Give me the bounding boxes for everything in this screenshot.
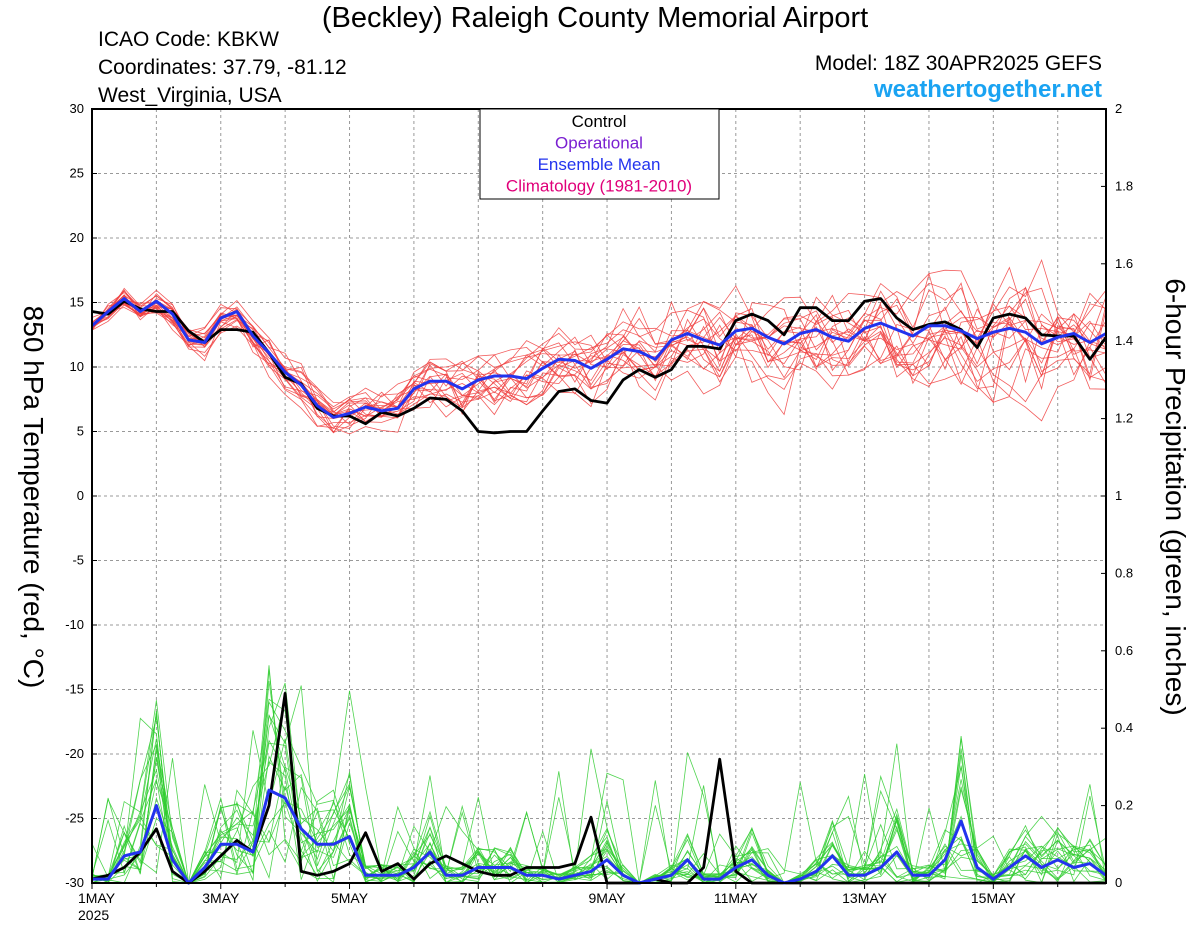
y-left-tick-label: 10 [70, 359, 84, 374]
y-right-tick-label: 1.8 [1115, 178, 1133, 193]
legend-operational: Operational [555, 134, 643, 153]
y-right-tick-label: 1.6 [1115, 256, 1133, 271]
y-left-tick-label: -20 [65, 746, 84, 761]
model-run: Model: 18Z 30APR2025 GEFS [814, 52, 1102, 75]
temp-member-line [91, 301, 1107, 427]
icao-code: ICAO Code: KBKW [98, 28, 279, 51]
y-left-tick-label: 25 [70, 166, 84, 181]
x-tick-label: 11MAY [714, 890, 758, 906]
temp-member-line [91, 272, 1107, 413]
x-tick-label: 5MAY [331, 890, 369, 906]
site-name[interactable]: weathertogether.net [873, 76, 1102, 103]
y-right-tick-label: 1 [1115, 488, 1122, 503]
precip-member-line [91, 774, 1107, 884]
coordinates: Coordinates: 37.79, -81.12 [98, 56, 347, 79]
y-left-tick-label: 30 [70, 101, 84, 116]
grid-lines [92, 109, 1106, 883]
temperature-members [91, 258, 1107, 435]
y-right-tick-label: 2 [1115, 101, 1122, 116]
y-left-tick-label: -15 [65, 682, 84, 697]
temp-member-line [91, 282, 1107, 430]
y-left-tick-label: -10 [65, 617, 84, 632]
legend: Control Operational Ensemble Mean Climatolo… [479, 108, 720, 200]
x-tick-label: 13MAY [842, 890, 888, 906]
y-left-tick-label: -5 [72, 553, 84, 568]
station-info: ICAO Code: KBKW Coordinates: 37.79, -81.… [98, 26, 347, 110]
y-right-tick-label: 0.8 [1115, 565, 1133, 580]
temp-member-line [91, 287, 1107, 417]
axes: 302520151050-5-10-15-20-25-3021.81.61.41… [65, 101, 1133, 923]
temp-mean-line [91, 297, 1107, 419]
y-left-tick-label: 20 [70, 230, 84, 245]
region: West_Virginia, USA [98, 84, 282, 107]
y-left-tick-label: 0 [77, 488, 84, 503]
y-left-tick-label: -25 [65, 811, 84, 826]
y-right-tick-label: 0.6 [1115, 643, 1133, 658]
x-tick-label: 15MAY [971, 890, 1017, 906]
y-right-tick-label: 1.4 [1115, 333, 1133, 348]
y-left-tick-label: 15 [70, 295, 84, 310]
legend-climatology: Climatology (1981-2010) [506, 177, 692, 196]
y-left-tick-label: -30 [65, 875, 84, 890]
y-right-tick-label: 1.2 [1115, 411, 1133, 426]
x-tick-label: 9MAY [589, 890, 627, 906]
y-right-tick-label: 0 [1115, 875, 1122, 890]
precip-mean-line [92, 788, 1107, 885]
x-year-label: 2025 [78, 907, 109, 923]
y-right-tick-label: 0.2 [1115, 798, 1133, 813]
x-tick-label: 3MAY [202, 890, 240, 906]
legend-ensemble-mean: Ensemble Mean [538, 155, 661, 174]
temp-member-line [91, 295, 1107, 423]
x-tick-label: 1MAY [78, 890, 116, 906]
precip-member-line [91, 786, 1107, 884]
legend-box [479, 108, 720, 200]
precip-member-line [91, 700, 1107, 884]
precip-member-line [91, 745, 1107, 884]
main-series [91, 297, 1108, 885]
temp-member-line [91, 285, 1107, 418]
y-right-tick-label: 0.4 [1115, 720, 1133, 735]
y-left-tick-label: 5 [77, 424, 84, 439]
legend-control: Control [572, 112, 627, 131]
chart-title: (Beckley) Raleigh County Memorial Airpor… [321, 2, 869, 34]
temp-member-line [91, 282, 1107, 433]
x-tick-label: 7MAY [460, 890, 498, 906]
temp-member-line [91, 291, 1107, 419]
